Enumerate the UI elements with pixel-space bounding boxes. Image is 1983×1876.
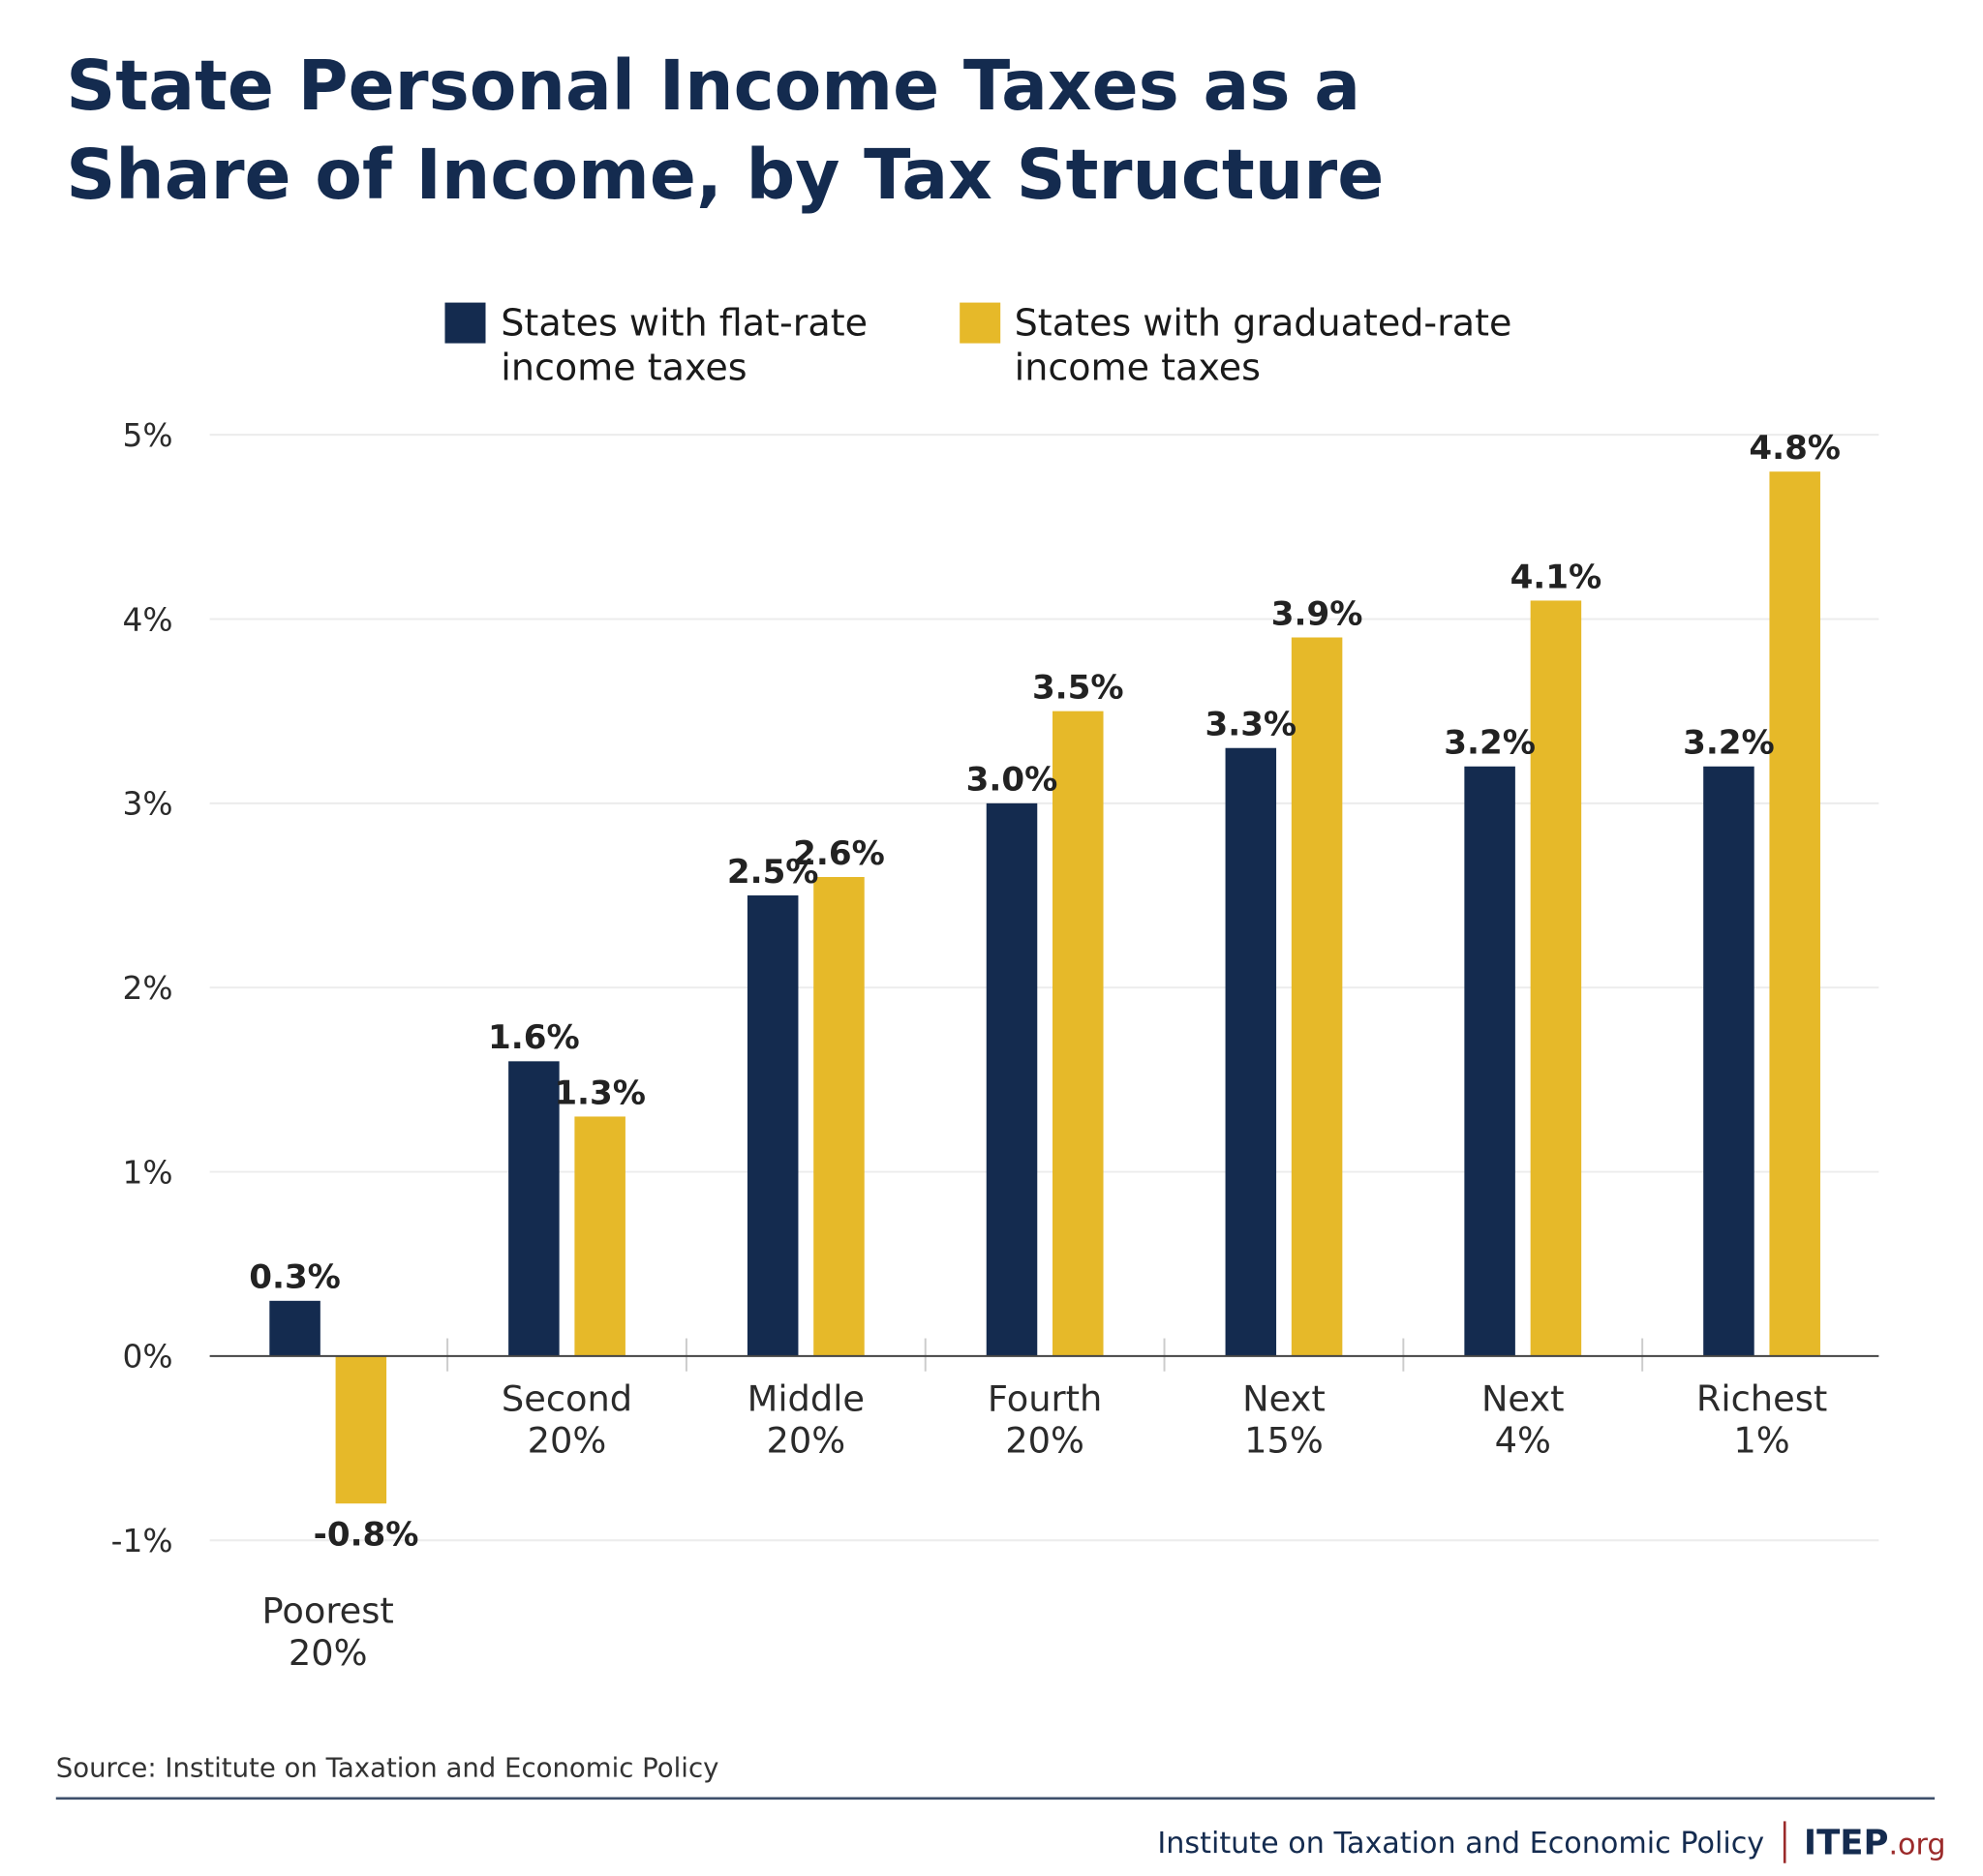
bar-value-label: 3.0%	[966, 761, 1058, 800]
legend: States with flat-rate income taxes State…	[444, 302, 1511, 389]
legend-label-graduated-2: income taxes	[1015, 347, 1261, 389]
bar-flat	[747, 895, 799, 1356]
bar-value-label: 1.3%	[554, 1074, 646, 1112]
x-category-label: 20%	[1005, 1420, 1084, 1462]
bar-graduated	[1530, 600, 1582, 1356]
bar-graduated	[1769, 471, 1820, 1356]
x-category-label: Next	[1242, 1377, 1326, 1419]
bar-graduated	[574, 1116, 625, 1356]
x-category-label: Next	[1481, 1377, 1565, 1419]
bar-graduated	[1291, 637, 1343, 1356]
chart-title-line-2: Share of Income, by Tax Structure	[66, 135, 1384, 215]
bar-graduated	[335, 1355, 387, 1504]
y-tick-label: 1%	[122, 1154, 172, 1191]
itep-logo[interactable]: ITEP.org	[1804, 1824, 1946, 1863]
bar-flat	[1464, 766, 1515, 1356]
bar-value-label: 4.8%	[1749, 429, 1841, 468]
legend-swatch-graduated	[960, 302, 1001, 344]
y-tick-label: -1%	[111, 1523, 173, 1559]
footer-org-name: Institute on Taxation and Economic Polic…	[1157, 1827, 1764, 1861]
legend-label-graduated-1: States with graduated-rate	[1015, 302, 1512, 345]
x-category-label: Richest	[1696, 1377, 1827, 1419]
bar-value-label: 3.5%	[1032, 669, 1124, 708]
bar-flat	[269, 1300, 320, 1356]
bar-flat	[1703, 766, 1754, 1356]
x-category-label: 4%	[1495, 1420, 1551, 1462]
legend-swatch-flat	[444, 302, 486, 344]
bar-flat	[986, 802, 1038, 1356]
x-category-label: 20%	[289, 1632, 368, 1674]
y-tick-label: 0%	[122, 1339, 172, 1376]
bar-flat	[1225, 747, 1277, 1356]
x-category-label: 20%	[766, 1420, 845, 1462]
bar-value-label: 3.9%	[1271, 594, 1363, 633]
chart-title-line-1: State Personal Income Taxes as a	[66, 45, 1360, 126]
bar-graduated	[1053, 711, 1104, 1356]
bar-value-label: 2.6%	[793, 834, 885, 873]
bar-value-label: 4.1%	[1510, 558, 1602, 596]
bar-value-label: 3.3%	[1205, 706, 1297, 744]
bar-value-label: 0.3%	[249, 1258, 341, 1297]
source-note: Source: Institute on Taxation and Econom…	[56, 1752, 719, 1783]
x-category-label: Middle	[747, 1377, 865, 1419]
x-category-label: Second	[502, 1377, 632, 1419]
legend-label-flat-2: income taxes	[501, 347, 747, 389]
x-category-label: Fourth	[988, 1377, 1102, 1419]
y-tick-label: 3%	[122, 786, 172, 823]
bar-graduated	[813, 876, 865, 1356]
x-category-label: 1%	[1733, 1420, 1789, 1462]
x-category-label: 20%	[528, 1420, 607, 1462]
legend-label-flat-1: States with flat-rate	[501, 302, 868, 345]
x-category-label: Poorest	[262, 1590, 394, 1632]
bar-value-label: 3.2%	[1444, 724, 1536, 763]
y-tick-label: 2%	[122, 970, 172, 1007]
y-tick-label: 5%	[122, 417, 172, 454]
x-category-label: 15%	[1244, 1420, 1324, 1462]
bar-value-label: 1.6%	[488, 1018, 580, 1057]
bar-value-label: -0.8%	[314, 1516, 419, 1555]
bar-value-label: 2.5%	[727, 853, 819, 892]
bar-flat	[508, 1061, 560, 1356]
y-tick-label: 4%	[122, 601, 172, 638]
bar-value-label: 3.2%	[1683, 724, 1775, 763]
